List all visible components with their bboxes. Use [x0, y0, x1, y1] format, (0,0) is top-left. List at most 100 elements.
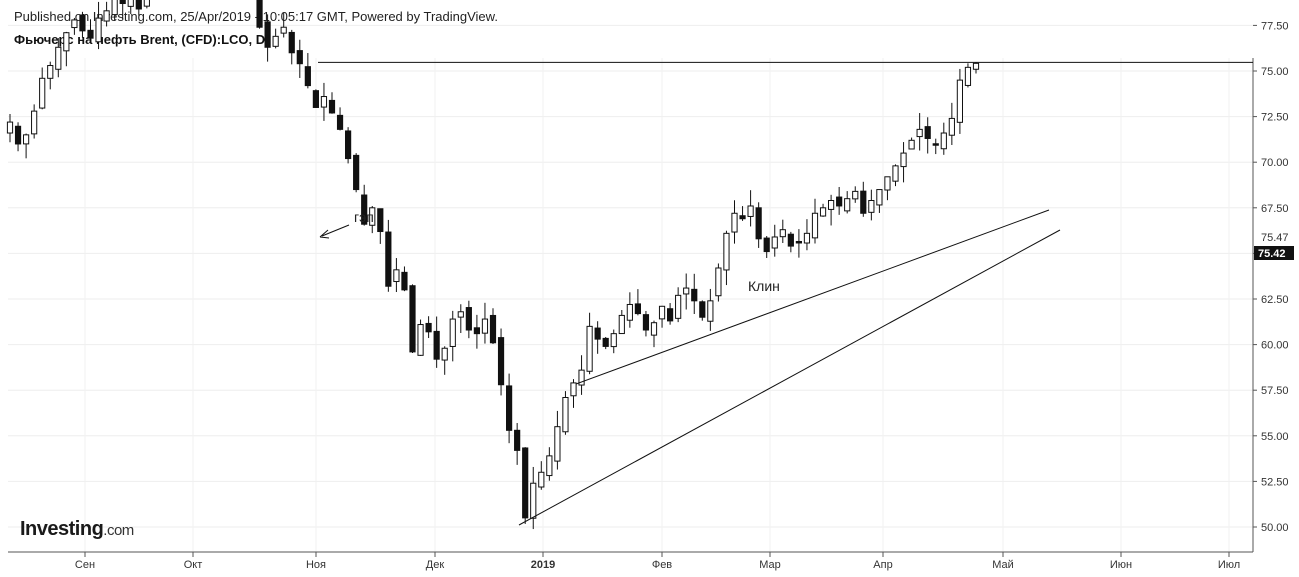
candle: [95, 1, 102, 50]
candle: [256, 0, 263, 29]
wedge-annotation: Клин: [748, 278, 780, 294]
candle: [353, 153, 360, 193]
candle-body: [457, 311, 464, 318]
y-tick-label: 67.50: [1261, 203, 1289, 215]
candle: [771, 224, 778, 257]
candle-body: [473, 327, 480, 335]
candle: [345, 127, 352, 164]
y-tick-label: 70.00: [1261, 157, 1289, 169]
x-tick-label: Мар: [759, 559, 781, 571]
candle: [385, 219, 392, 292]
candle-body: [87, 29, 94, 39]
candle: [87, 19, 94, 43]
candle-body: [6, 121, 14, 134]
candle-body: [514, 429, 521, 451]
candle: [739, 206, 746, 221]
candle: [481, 302, 489, 344]
candle-body: [803, 232, 811, 244]
candle: [320, 82, 328, 121]
candle: [916, 113, 923, 151]
candle-body: [586, 325, 593, 372]
candle-body: [433, 330, 440, 360]
candle-body: [707, 300, 714, 322]
candle: [707, 288, 714, 331]
x-axis: Сен Окт Ноя Дек 2019 Фев Мар Апр Май Июн Июл: [75, 552, 1240, 571]
gap-annotation: гэп: [354, 209, 374, 225]
candle-body: [95, 17, 102, 43]
candle-body: [747, 205, 754, 217]
candle: [956, 68, 963, 134]
candle: [465, 300, 472, 339]
candle: [312, 89, 319, 108]
candle: [522, 447, 529, 524]
candle-body: [14, 125, 22, 145]
grid: [8, 24, 1253, 552]
candle: [570, 379, 577, 408]
candle-body: [538, 471, 545, 488]
y-tick-label: 77.50: [1261, 20, 1289, 32]
candle: [844, 191, 851, 214]
candle: [31, 104, 38, 139]
x-tick-label: Июн: [1110, 559, 1132, 571]
price-label-last: 75.42: [1254, 246, 1294, 260]
candle-body: [932, 143, 939, 146]
candle-body: [280, 26, 287, 34]
candle: [562, 391, 569, 435]
candle-body: [304, 66, 311, 87]
candle: [779, 219, 786, 243]
candle-body: [409, 285, 416, 353]
candle-body: [71, 19, 78, 29]
candle-body: [103, 10, 110, 22]
x-tick-label: Апр: [873, 559, 892, 571]
x-tick-label: Сен: [75, 559, 95, 571]
candle-body: [811, 212, 819, 239]
candle: [272, 28, 279, 49]
wedge-lower-line: [518, 229, 1061, 526]
investing-logo-suffix: .com: [103, 522, 134, 539]
x-tick-label: Ноя: [306, 559, 326, 571]
candle-body: [288, 31, 295, 54]
candle-body: [956, 79, 963, 123]
candle-body: [272, 35, 279, 47]
candle-body: [312, 90, 319, 108]
candle: [634, 289, 641, 316]
candle: [264, 14, 271, 62]
candle-body: [634, 303, 641, 315]
candle-body: [369, 207, 376, 226]
candle: [948, 102, 955, 145]
candle: [6, 114, 14, 143]
gap-arrow-head: [319, 229, 330, 239]
candle: [868, 189, 875, 221]
candle: [538, 461, 545, 490]
candle-body: [779, 229, 786, 238]
candle-body: [763, 237, 770, 253]
candle: [135, 0, 142, 16]
candle-body: [256, 0, 263, 28]
candle: [683, 273, 690, 310]
y-tick-label: 60.00: [1261, 340, 1289, 352]
candle-body: [828, 200, 835, 210]
candle-body: [31, 110, 38, 135]
y-tick-label: 62.50: [1261, 294, 1289, 306]
candle-body: [361, 194, 368, 225]
plot-frame: [8, 58, 1254, 553]
candle: [699, 300, 706, 321]
candle-body: [819, 207, 827, 217]
candle-body: [667, 308, 674, 322]
gap-arrow-line: [321, 224, 350, 237]
x-tick-label: Июл: [1218, 559, 1240, 571]
price-label-last-text: 75.42: [1258, 248, 1286, 260]
candle-body: [425, 322, 432, 333]
candle-body: [320, 96, 328, 108]
investing-logo-name: Investing: [20, 518, 104, 540]
candle: [900, 142, 907, 183]
candle-body: [522, 447, 529, 519]
candle-body: [23, 134, 30, 145]
candle-body: [79, 14, 86, 32]
y-tick-label: 57.50: [1261, 385, 1289, 397]
candle: [417, 319, 424, 356]
candle-body: [55, 46, 62, 70]
candle-body: [739, 215, 746, 220]
candle: [530, 466, 537, 530]
